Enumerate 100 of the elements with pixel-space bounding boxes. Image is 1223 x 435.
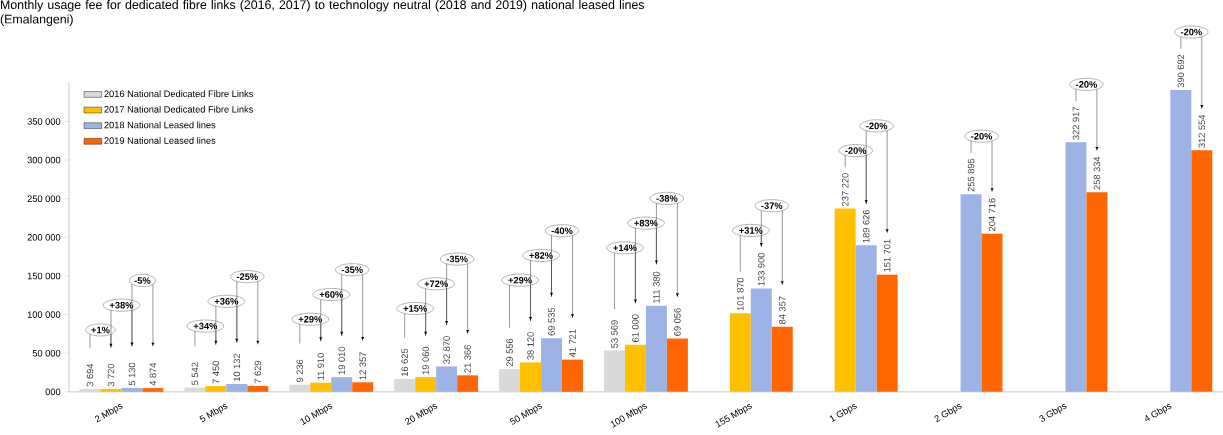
x-tick-label: 2 Mbps xyxy=(94,404,123,423)
data-label: 16 625 xyxy=(401,348,408,377)
legend-label: 2017 National Dedicated Fibre Links xyxy=(104,106,253,113)
bar xyxy=(247,386,269,393)
annotation: -20% xyxy=(1075,81,1098,88)
annotation: -40% xyxy=(551,227,573,235)
data-label: 19 060 xyxy=(422,347,429,375)
x-tick-label: 20 Mbps xyxy=(405,404,438,426)
annotation: -38% xyxy=(656,195,678,202)
bar xyxy=(520,362,542,393)
bar xyxy=(100,389,122,393)
data-label: 53 569 xyxy=(611,320,618,348)
annotation: +60% xyxy=(319,291,343,298)
bar xyxy=(499,369,521,393)
annotation: -25% xyxy=(236,273,258,281)
x-tick-label: 4 Gbps xyxy=(1145,404,1172,422)
bar xyxy=(562,359,583,393)
annotation: +82% xyxy=(529,252,553,259)
bar xyxy=(666,338,688,393)
bar xyxy=(79,389,101,393)
y-tick-label: 50 000 xyxy=(32,350,61,357)
bar xyxy=(226,384,248,393)
x-tick-label: 10 Mbps xyxy=(300,404,333,426)
annotation: +29% xyxy=(508,277,532,284)
bar xyxy=(981,233,1003,393)
bar xyxy=(352,382,374,393)
x-tick-label: 100 Mbps xyxy=(610,404,648,428)
x-tick-label: 1 Gbps xyxy=(829,404,857,423)
annotation: +29% xyxy=(298,316,323,323)
y-tick-label: 250 000 xyxy=(27,195,61,203)
bar xyxy=(457,375,479,393)
data-label: 111 380 xyxy=(653,271,660,303)
bar xyxy=(310,382,332,393)
bar xyxy=(603,350,625,393)
bar xyxy=(1191,150,1213,393)
data-label: 4 874 xyxy=(149,363,157,386)
data-label: 84 357 xyxy=(778,296,786,325)
annotation: -35% xyxy=(446,255,468,263)
data-label: 7 629 xyxy=(254,361,262,384)
data-label: 189 626 xyxy=(862,210,870,243)
annotation: +36% xyxy=(214,298,239,305)
annotation: +83% xyxy=(634,219,658,227)
data-label: 19 010 xyxy=(338,347,346,375)
bar xyxy=(436,366,458,393)
bar xyxy=(1170,90,1192,393)
data-label: 133 900 xyxy=(758,253,765,286)
data-label: 258 334 xyxy=(1093,156,1101,190)
data-label: 5 130 xyxy=(128,362,136,386)
annotation: +72% xyxy=(424,280,448,288)
bar xyxy=(142,388,164,393)
data-label: 61 000 xyxy=(632,314,639,343)
annotation: -20% xyxy=(866,122,888,130)
data-label: 9 236 xyxy=(296,359,304,383)
data-label: 69 056 xyxy=(674,308,681,336)
data-label: 29 556 xyxy=(506,338,513,367)
data-label: 32 870 xyxy=(443,336,450,364)
bar xyxy=(184,387,206,393)
data-label: 38 120 xyxy=(527,332,534,360)
bar xyxy=(771,326,793,393)
bar xyxy=(834,208,856,393)
annotation: -35% xyxy=(341,266,363,274)
annotation: -5% xyxy=(134,277,151,284)
legend-label: 2019 National Leased lines xyxy=(104,137,216,145)
data-label: 21 366 xyxy=(464,345,471,373)
data-label: 3 720 xyxy=(107,364,115,387)
data-label: 151 701 xyxy=(883,239,891,272)
data-label: 41 721 xyxy=(569,329,576,358)
annotation: -37% xyxy=(761,202,783,210)
data-label: 101 870 xyxy=(737,277,744,311)
data-label: 5 542 xyxy=(191,362,199,386)
bar xyxy=(1065,142,1087,393)
bar xyxy=(729,313,751,393)
bar xyxy=(876,274,898,393)
bar xyxy=(205,386,227,393)
x-tick-label: 2 Gbps xyxy=(934,404,962,423)
annotation: +1% xyxy=(91,326,110,334)
bar xyxy=(750,288,772,393)
bar xyxy=(960,194,982,393)
bar xyxy=(541,338,562,393)
y-tick-label: 350 000 xyxy=(27,118,61,125)
bar xyxy=(394,379,416,393)
annotation: -20% xyxy=(971,133,993,140)
data-label: 237 220 xyxy=(841,173,849,206)
y-tick-label: 100 000 xyxy=(27,311,61,319)
bar xyxy=(624,344,646,393)
chart-title: Monthly usage fee for dedicated fibre links (2016, 2017) to technology neutral (2018 and 2019) national leased lines (Emalangeni) xyxy=(0,0,645,27)
annotation: +38% xyxy=(109,302,134,309)
x-tick-label: 155 Mbps xyxy=(715,404,752,428)
bar xyxy=(855,245,877,393)
annotation: +15% xyxy=(403,305,427,312)
data-label: 11 910 xyxy=(317,353,325,380)
data-label: 390 692 xyxy=(1177,54,1185,88)
legend-label: 2018 National Leased lines xyxy=(104,121,216,129)
data-label: 322 917 xyxy=(1072,107,1080,140)
x-tick-label: 50 Mbps xyxy=(509,404,543,425)
data-label: 12 357 xyxy=(359,352,366,380)
annotation: +14% xyxy=(613,244,637,252)
legend-label: 2016 National Dedicated Fibre Links xyxy=(104,90,253,98)
data-label: 255 895 xyxy=(967,158,975,192)
annotation: +31% xyxy=(739,227,763,234)
